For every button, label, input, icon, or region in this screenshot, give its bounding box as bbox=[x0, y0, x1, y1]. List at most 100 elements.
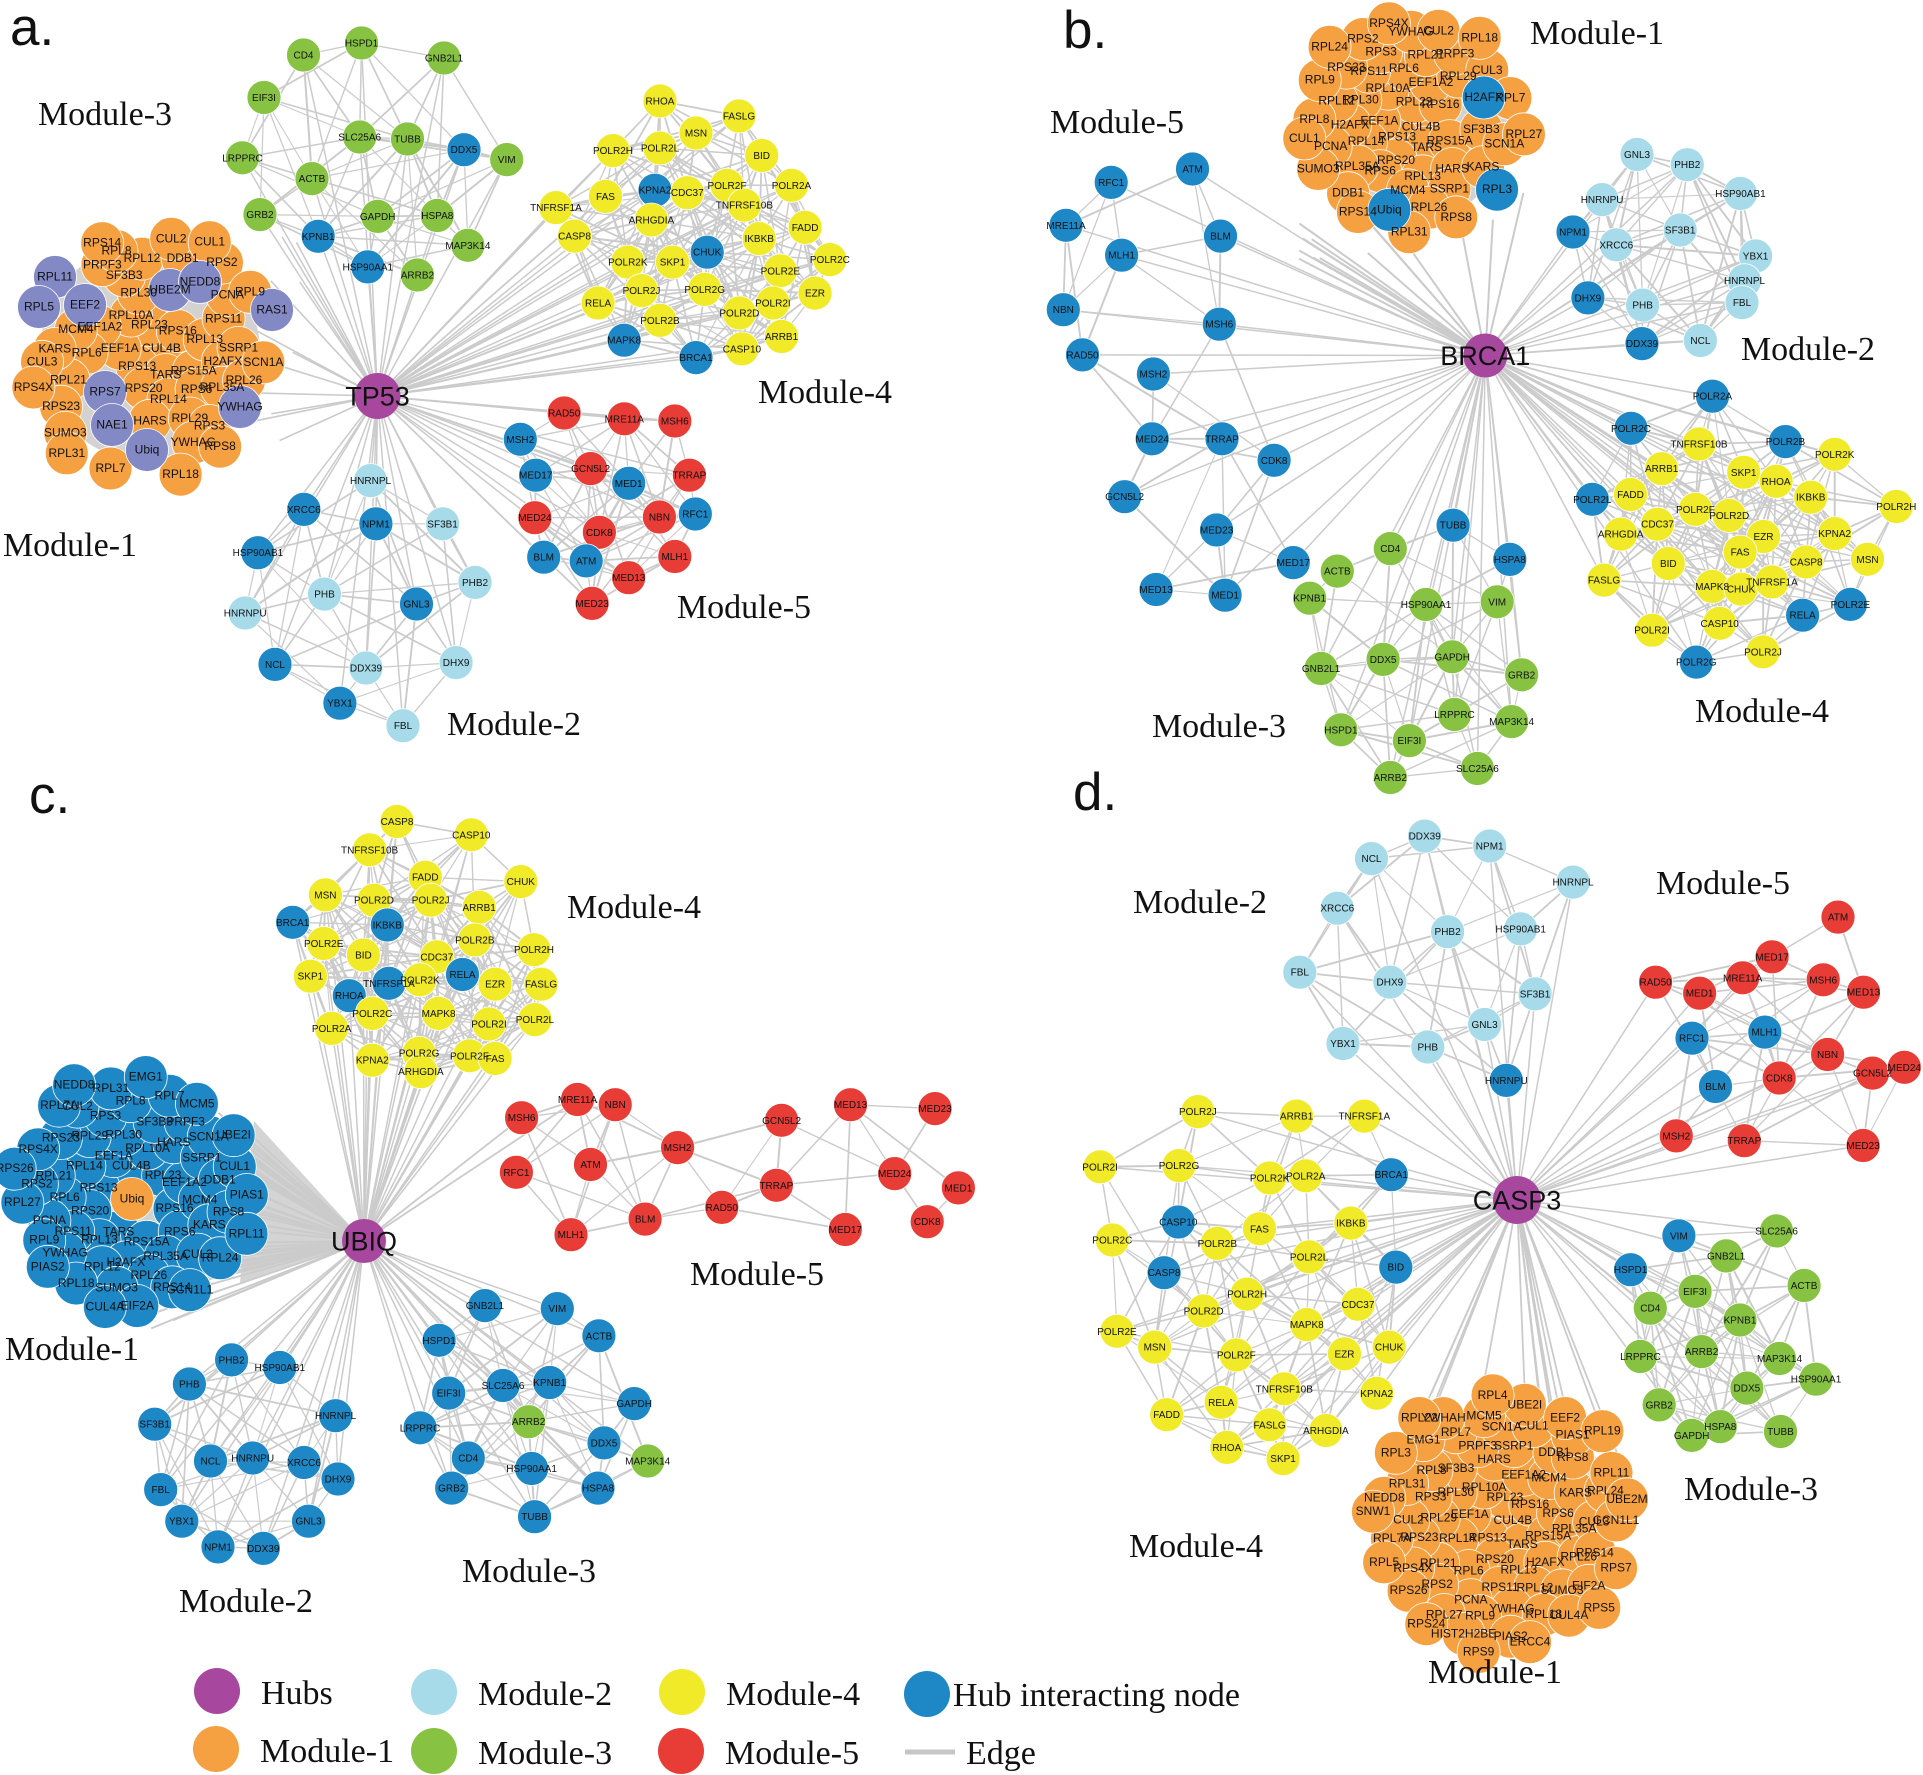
svg-text:BLM: BLM bbox=[1210, 232, 1231, 243]
svg-text:YBX1: YBX1 bbox=[169, 1517, 195, 1528]
svg-text:RPS16: RPS16 bbox=[155, 1201, 193, 1215]
svg-text:MED24: MED24 bbox=[878, 1169, 912, 1180]
svg-text:NEDD8: NEDD8 bbox=[54, 1078, 95, 1092]
svg-text:NBN: NBN bbox=[1817, 1050, 1838, 1061]
svg-text:SCN1A: SCN1A bbox=[1484, 137, 1524, 151]
svg-text:RAD50: RAD50 bbox=[1066, 350, 1099, 361]
svg-text:UBE2I: UBE2I bbox=[1508, 1397, 1543, 1411]
svg-text:PCNA: PCNA bbox=[33, 1213, 66, 1227]
svg-text:POLR2F: POLR2F bbox=[1676, 505, 1715, 516]
svg-text:LRPPRC: LRPPRC bbox=[1620, 1352, 1661, 1363]
svg-text:RPL6: RPL6 bbox=[1454, 1564, 1484, 1578]
svg-text:PHB2: PHB2 bbox=[462, 578, 489, 589]
svg-text:CUL2: CUL2 bbox=[1393, 1512, 1424, 1526]
svg-text:RHOA: RHOA bbox=[1762, 477, 1791, 488]
svg-text:RPS26: RPS26 bbox=[1390, 1583, 1428, 1597]
svg-text:Module-3: Module-3 bbox=[1684, 1471, 1818, 1508]
svg-text:CHUK: CHUK bbox=[1727, 585, 1756, 596]
svg-text:HSPA8: HSPA8 bbox=[1704, 1422, 1736, 1433]
svg-text:RPS8: RPS8 bbox=[204, 439, 236, 453]
svg-text:Ubiq: Ubiq bbox=[135, 443, 160, 457]
svg-text:Ubiq: Ubiq bbox=[120, 1192, 145, 1206]
svg-text:HARS: HARS bbox=[157, 1135, 190, 1149]
svg-text:Module-4: Module-4 bbox=[1695, 693, 1829, 730]
svg-text:RPL18: RPL18 bbox=[162, 467, 199, 481]
svg-text:POLR2A: POLR2A bbox=[1286, 1171, 1326, 1182]
svg-text:CDK8: CDK8 bbox=[1766, 1074, 1793, 1085]
svg-text:BRCA1: BRCA1 bbox=[1375, 1170, 1409, 1181]
svg-text:TARS: TARS bbox=[150, 368, 181, 382]
svg-text:RPL35A: RPL35A bbox=[143, 1249, 188, 1263]
svg-text:CD4: CD4 bbox=[1380, 544, 1400, 555]
svg-text:POLR2B: POLR2B bbox=[640, 316, 680, 327]
svg-text:PCNA: PCNA bbox=[1454, 1593, 1487, 1607]
svg-text:RPL4: RPL4 bbox=[1478, 1388, 1508, 1402]
svg-text:YWHAG: YWHAG bbox=[1388, 24, 1433, 38]
svg-text:RPS14: RPS14 bbox=[1576, 1545, 1614, 1559]
svg-text:RPL21: RPL21 bbox=[1420, 1556, 1457, 1570]
svg-text:GRB2: GRB2 bbox=[1508, 670, 1536, 681]
svg-text:FASLG: FASLG bbox=[1253, 1420, 1285, 1431]
svg-text:TRRAP: TRRAP bbox=[1727, 1136, 1761, 1147]
svg-text:RPL26: RPL26 bbox=[1560, 1550, 1597, 1564]
svg-text:VIM: VIM bbox=[548, 1304, 566, 1315]
svg-text:HSPD1: HSPD1 bbox=[1614, 1265, 1648, 1276]
svg-text:CUL4B: CUL4B bbox=[112, 1159, 151, 1173]
svg-text:RPL18: RPL18 bbox=[1461, 30, 1498, 44]
svg-text:POLR2H: POLR2H bbox=[593, 146, 633, 157]
svg-text:HSP90AB1: HSP90AB1 bbox=[233, 548, 284, 559]
svg-text:EZR: EZR bbox=[485, 980, 505, 991]
svg-text:d.: d. bbox=[1073, 763, 1117, 822]
svg-text:FASLG: FASLG bbox=[525, 980, 557, 991]
svg-text:RPL29: RPL29 bbox=[171, 411, 208, 425]
svg-text:POLR2B: POLR2B bbox=[1766, 437, 1806, 448]
svg-text:RPL31: RPL31 bbox=[93, 1081, 130, 1095]
svg-text:H2AFX: H2AFX bbox=[1526, 1555, 1565, 1569]
svg-text:FADD: FADD bbox=[792, 223, 819, 234]
svg-text:FASLG: FASLG bbox=[1588, 576, 1620, 587]
svg-text:GNL3: GNL3 bbox=[1472, 1020, 1499, 1031]
svg-text:MAP3K14: MAP3K14 bbox=[625, 1457, 670, 1468]
svg-text:RELA: RELA bbox=[1208, 1398, 1234, 1409]
svg-text:RPS16: RPS16 bbox=[159, 324, 197, 338]
svg-text:YBX1: YBX1 bbox=[1743, 252, 1769, 263]
svg-text:TARS: TARS bbox=[103, 1225, 134, 1239]
svg-text:GRB2: GRB2 bbox=[1646, 1400, 1674, 1411]
svg-text:RPL8: RPL8 bbox=[101, 244, 131, 258]
svg-text:RPL29: RPL29 bbox=[71, 1129, 108, 1143]
svg-text:NEDD8: NEDD8 bbox=[180, 275, 221, 289]
svg-text:RHOA: RHOA bbox=[335, 991, 364, 1002]
svg-text:MED23: MED23 bbox=[918, 1104, 952, 1115]
svg-text:DDB1: DDB1 bbox=[1538, 1445, 1570, 1459]
svg-text:RPS23: RPS23 bbox=[42, 399, 80, 413]
svg-text:UBE2M: UBE2M bbox=[1606, 1492, 1647, 1506]
svg-text:MCM4: MCM4 bbox=[182, 1193, 218, 1207]
svg-text:ARHGDIA: ARHGDIA bbox=[1598, 530, 1644, 541]
svg-text:RPL9: RPL9 bbox=[235, 284, 265, 298]
svg-text:POLR2L: POLR2L bbox=[641, 144, 680, 155]
svg-text:MED1: MED1 bbox=[945, 1183, 973, 1194]
svg-text:POLR2F: POLR2F bbox=[708, 181, 747, 192]
svg-text:RPL10A: RPL10A bbox=[125, 1141, 170, 1155]
svg-text:Module-4: Module-4 bbox=[567, 889, 701, 926]
svg-text:EEF1A: EEF1A bbox=[1451, 1507, 1489, 1521]
svg-text:HNRNPL: HNRNPL bbox=[315, 1411, 357, 1422]
svg-text:RPS15A: RPS15A bbox=[1427, 134, 1473, 148]
svg-text:c.: c. bbox=[29, 766, 70, 825]
svg-text:RPS20: RPS20 bbox=[125, 381, 163, 395]
svg-text:TNFRSF10B: TNFRSF10B bbox=[716, 201, 774, 212]
svg-text:Module-1: Module-1 bbox=[5, 1331, 139, 1368]
svg-text:EIF3I: EIF3I bbox=[252, 93, 276, 104]
svg-text:CASP10: CASP10 bbox=[1701, 619, 1740, 630]
svg-text:FASLG: FASLG bbox=[723, 112, 755, 123]
svg-text:PIAS1: PIAS1 bbox=[1555, 1427, 1589, 1441]
svg-text:DDX5: DDX5 bbox=[1734, 1384, 1761, 1395]
svg-text:YBX1: YBX1 bbox=[327, 699, 353, 710]
svg-text:POLR2H: POLR2H bbox=[1876, 502, 1916, 513]
svg-text:EZR: EZR bbox=[1754, 532, 1774, 543]
svg-text:POLR2C: POLR2C bbox=[1092, 1236, 1132, 1247]
svg-text:RPL7A: RPL7A bbox=[40, 1098, 78, 1112]
svg-text:MSH2: MSH2 bbox=[1140, 370, 1168, 381]
svg-text:RPL11: RPL11 bbox=[37, 270, 73, 284]
svg-text:BLM: BLM bbox=[1705, 1082, 1726, 1093]
